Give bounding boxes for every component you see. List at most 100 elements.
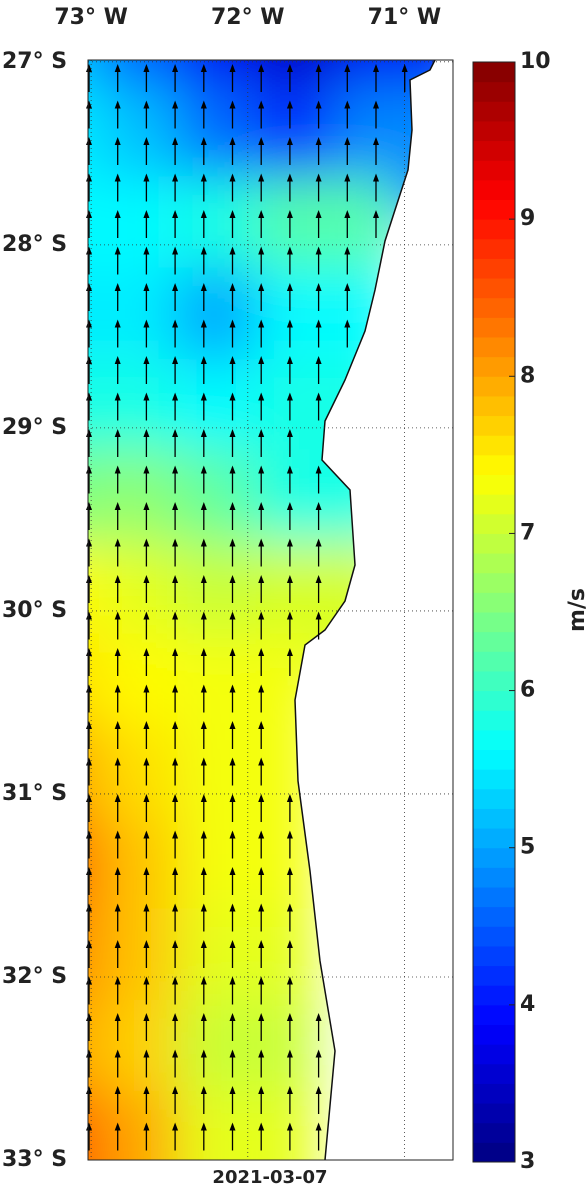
wind-arrow-head bbox=[258, 465, 265, 474]
wind-arrow-head bbox=[286, 648, 293, 656]
wind-arrow-head bbox=[286, 575, 293, 583]
wind-arrow-head bbox=[286, 246, 293, 255]
wind-arrow-head bbox=[229, 794, 236, 802]
wind-arrow-head bbox=[258, 611, 265, 620]
wind-arrow-head bbox=[200, 903, 207, 912]
wind-arrow-head bbox=[315, 392, 322, 401]
wind-arrow-head bbox=[172, 611, 179, 620]
wind-arrow-head bbox=[315, 173, 322, 182]
wind-arrow-head bbox=[114, 830, 121, 839]
lat-tick-label: 30° S bbox=[2, 598, 67, 623]
wind-arrow-head bbox=[286, 1013, 293, 1021]
colorbar-step bbox=[473, 474, 515, 495]
wind-arrow-head bbox=[143, 684, 150, 693]
wind-arrow-head bbox=[258, 940, 265, 948]
wind-arrow-head bbox=[286, 1122, 293, 1131]
wind-arrow-head bbox=[143, 830, 150, 839]
colorbar-step bbox=[473, 1024, 515, 1045]
wind-arrow-head bbox=[258, 64, 265, 72]
lat-tick-label: 31° S bbox=[2, 781, 67, 806]
colorbar-step bbox=[473, 258, 515, 279]
wind-arrow-head bbox=[286, 1049, 293, 1058]
wind-arrow-head bbox=[143, 1122, 150, 1131]
wind-arrow-head bbox=[172, 1086, 179, 1094]
wind-arrow-head bbox=[344, 246, 351, 255]
wind-arrow-head bbox=[344, 100, 351, 109]
wind-arrow-head bbox=[114, 794, 121, 802]
wind-arrow-head bbox=[315, 1013, 322, 1021]
wind-arrow-head bbox=[172, 283, 179, 291]
wind-arrow-head bbox=[200, 1013, 207, 1021]
wind-arrow-head bbox=[286, 137, 293, 145]
wind-arrow-head bbox=[200, 794, 207, 802]
wind-arrow-head bbox=[114, 502, 121, 510]
wind-arrow-head bbox=[286, 429, 293, 437]
wind-arrow-head bbox=[315, 246, 322, 255]
wind-arrow-head bbox=[114, 137, 121, 145]
wind-arrow-head bbox=[229, 1122, 236, 1131]
coastline bbox=[294, 59, 436, 1161]
wind-arrow-head bbox=[258, 575, 265, 583]
wind-arrow-head bbox=[373, 64, 379, 72]
wind-arrow-head bbox=[114, 757, 121, 766]
wind-arrow-head bbox=[229, 830, 236, 839]
wind-arrow-head bbox=[172, 1049, 179, 1058]
wind-arrow-head bbox=[172, 757, 179, 766]
wind-arrow-head bbox=[143, 940, 150, 948]
colorbar-step bbox=[473, 572, 515, 593]
wind-arrow-head bbox=[344, 137, 351, 145]
colorbar bbox=[473, 61, 515, 1163]
colorbar-tick-label: 10 bbox=[520, 49, 551, 74]
colorbar-step bbox=[473, 494, 515, 515]
wind-arrow-head bbox=[258, 100, 265, 109]
wind-arrow-head bbox=[172, 940, 179, 948]
wind-arrow-head bbox=[229, 1086, 236, 1094]
wind-arrow-head bbox=[286, 173, 293, 182]
lon-tick-label: 73° W bbox=[54, 5, 128, 30]
wind-arrow-head bbox=[172, 100, 179, 109]
wind-arrow-head bbox=[229, 173, 236, 182]
wind-arrow-head bbox=[172, 1122, 179, 1131]
wind-arrow-head bbox=[258, 794, 265, 802]
colorbar-step bbox=[473, 651, 515, 672]
wind-arrow-head bbox=[143, 721, 150, 729]
wind-arrow-head bbox=[172, 867, 179, 875]
wind-arrow-head bbox=[114, 1049, 121, 1058]
colorbar-step bbox=[473, 337, 515, 358]
wind-arrow-head bbox=[172, 429, 179, 437]
lat-tick-label: 33° S bbox=[2, 1147, 67, 1172]
wind-arrow-head bbox=[200, 465, 207, 474]
wind-arrow-head bbox=[172, 246, 179, 255]
wind-arrow-head bbox=[172, 575, 179, 583]
wind-arrow-head bbox=[114, 867, 121, 875]
colorbar-step bbox=[473, 847, 515, 868]
wind-arrows bbox=[86, 64, 408, 1151]
wind-arrow-head bbox=[114, 210, 121, 218]
wind-arrow-head bbox=[229, 903, 236, 912]
wind-arrow-head bbox=[143, 283, 150, 291]
wind-arrow-head bbox=[172, 392, 179, 401]
wind-arrow-head bbox=[172, 137, 179, 145]
wind-arrow-head bbox=[373, 173, 379, 182]
wind-arrow-head bbox=[200, 648, 207, 656]
wind-arrow-head bbox=[200, 684, 207, 693]
wind-arrow-head bbox=[258, 392, 265, 401]
wind-arrow-head bbox=[315, 502, 322, 510]
wind-arrow-head bbox=[344, 283, 351, 291]
wind-arrow-head bbox=[143, 1049, 150, 1058]
colorbar-step bbox=[473, 533, 515, 554]
lat-tick-label: 28° S bbox=[2, 232, 67, 257]
wind-arrow-head bbox=[114, 465, 121, 474]
wind-arrow-head bbox=[315, 319, 322, 328]
wind-arrow-head bbox=[114, 173, 121, 182]
wind-arrow-head bbox=[114, 648, 121, 656]
wind-arrow-head bbox=[200, 611, 207, 620]
wind-arrow-head bbox=[114, 903, 121, 912]
colorbar-step bbox=[473, 415, 515, 436]
wind-arrow-head bbox=[258, 137, 265, 145]
colorbar-step bbox=[473, 690, 515, 711]
wind-arrow-head bbox=[143, 502, 150, 510]
wind-arrow-head bbox=[258, 319, 265, 328]
